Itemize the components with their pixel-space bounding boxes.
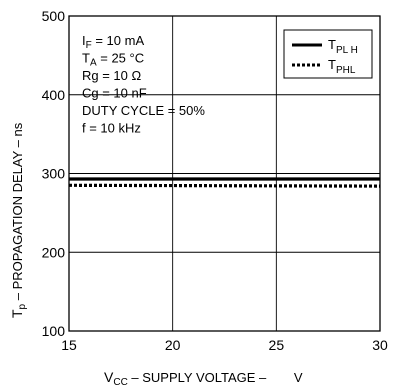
x-axis-label: VCC – SUPPLY VOLTAGE – V <box>104 369 303 388</box>
y-tick-label: 500 <box>42 8 66 24</box>
condition-line: Cg = 10 nF <box>82 86 147 101</box>
legend-label-tplh: TPL H <box>328 37 358 56</box>
condition-line: Rg = 10 Ω <box>82 68 142 83</box>
series-group <box>68 177 381 188</box>
x-tick-label: 25 <box>269 337 285 353</box>
y-axis-label: Tp – PROPAGATION DELAY – ns <box>9 122 28 318</box>
tick-labels: 15 20 25 30 100 200 300 400 500 <box>42 8 388 353</box>
condition-line: IF = 10 mA <box>82 33 144 51</box>
grid-lines <box>69 16 380 331</box>
series-line-1 <box>68 183 381 188</box>
condition-line: DUTY CYCLE = 50% <box>82 103 205 118</box>
y-tick-label: 400 <box>42 87 66 103</box>
condition-line: TA = 25 °C <box>82 51 144 69</box>
condition-line: f = 10 kHz <box>82 121 141 136</box>
y-tick-label: 100 <box>42 323 66 339</box>
x-tick-label: 30 <box>372 337 388 353</box>
y-tick-label: 200 <box>42 244 66 260</box>
legend: TPL H TPHL <box>283 29 373 79</box>
x-tick-label: 15 <box>61 337 77 353</box>
legend-box <box>283 29 373 79</box>
y-tick-label: 300 <box>42 166 66 182</box>
legend-label-tphl: TPHL <box>328 57 356 76</box>
plot-frame <box>68 15 381 332</box>
x-tick-label: 20 <box>165 337 181 353</box>
